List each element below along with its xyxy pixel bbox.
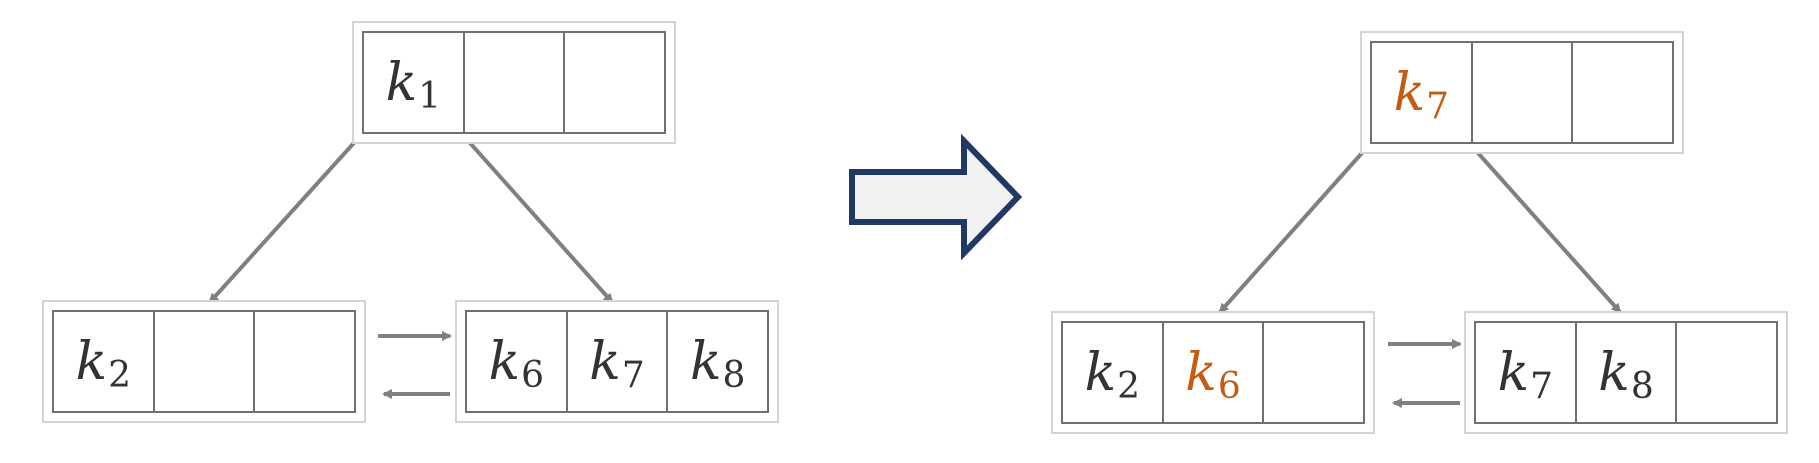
empty-slot: [1573, 43, 1672, 142]
empty-slot: [1473, 43, 1574, 142]
key-label: k: [75, 331, 108, 392]
empty-slot: [465, 33, 566, 132]
key-label: k: [488, 331, 521, 392]
key-subscript: 8: [722, 354, 746, 396]
key-label: k: [1185, 342, 1217, 403]
transition-arrow-icon: [849, 133, 1023, 261]
key-label: k: [1497, 342, 1530, 403]
edges-layer: [208, 132, 1622, 408]
key-label: k: [589, 331, 621, 392]
after-root-to-left-edge: [1218, 142, 1372, 314]
key-subscript: 8: [1630, 365, 1654, 407]
empty-slot: [1264, 323, 1363, 422]
empty-slot: [255, 312, 354, 411]
key-subscript: 2: [1117, 365, 1141, 407]
key-subscript: 6: [1217, 365, 1241, 407]
before-root-to-right-edge: [460, 132, 614, 304]
key-label: k: [1598, 342, 1630, 403]
key-subscript: 6: [521, 354, 545, 396]
key-label: k: [1393, 62, 1426, 123]
key-subscript: 7: [621, 354, 645, 396]
empty-slot: [155, 312, 256, 411]
empty-slot: [1677, 323, 1776, 422]
key-subscript: 1: [418, 75, 442, 117]
key-label: k: [385, 52, 418, 113]
after-root-to-right-edge: [1468, 142, 1622, 314]
key-subscript: 2: [108, 354, 132, 396]
key-subscript: 7: [1530, 365, 1554, 407]
key-subscript: 7: [1426, 85, 1450, 127]
empty-slot: [565, 33, 664, 132]
key-label: k: [1084, 342, 1117, 403]
before-root-to-left-edge: [208, 132, 364, 304]
key-label: k: [689, 331, 722, 392]
